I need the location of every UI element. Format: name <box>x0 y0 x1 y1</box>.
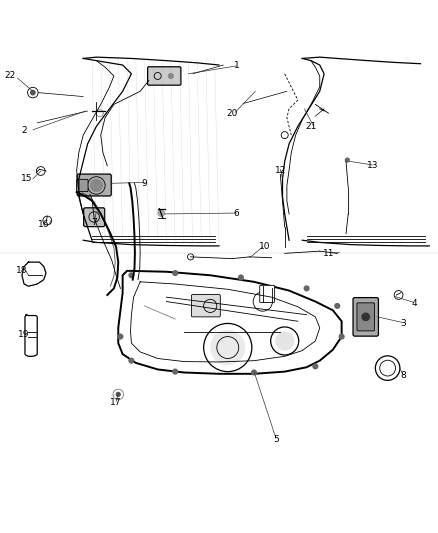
FancyBboxPatch shape <box>357 303 374 331</box>
Text: 7: 7 <box>91 218 97 227</box>
Text: 18: 18 <box>16 266 28 276</box>
Text: 1: 1 <box>233 61 240 69</box>
FancyBboxPatch shape <box>260 285 275 302</box>
Text: 8: 8 <box>400 372 406 381</box>
Circle shape <box>128 358 134 364</box>
Circle shape <box>210 330 245 365</box>
Circle shape <box>158 209 165 216</box>
Circle shape <box>31 91 35 95</box>
Circle shape <box>128 272 134 278</box>
Text: 9: 9 <box>141 179 148 188</box>
Circle shape <box>334 303 340 309</box>
Text: 15: 15 <box>21 174 32 183</box>
Text: 5: 5 <box>273 435 279 444</box>
Text: 22: 22 <box>4 71 15 80</box>
Text: 13: 13 <box>367 161 378 170</box>
Text: 17: 17 <box>110 398 122 407</box>
Circle shape <box>116 392 121 397</box>
Circle shape <box>379 359 396 377</box>
Circle shape <box>304 285 310 292</box>
Text: 20: 20 <box>226 109 238 118</box>
Text: 6: 6 <box>233 209 240 219</box>
Text: 19: 19 <box>18 330 30 339</box>
Circle shape <box>345 157 350 163</box>
Circle shape <box>172 368 178 375</box>
Circle shape <box>90 179 102 191</box>
Circle shape <box>339 334 345 340</box>
Circle shape <box>361 312 370 321</box>
Text: 12: 12 <box>275 166 286 175</box>
Text: 21: 21 <box>305 122 317 131</box>
FancyBboxPatch shape <box>191 295 220 317</box>
Circle shape <box>238 274 244 280</box>
Circle shape <box>312 364 318 369</box>
Text: 10: 10 <box>259 243 271 251</box>
Text: 3: 3 <box>400 319 406 328</box>
Circle shape <box>275 332 294 351</box>
Circle shape <box>172 270 178 276</box>
Circle shape <box>168 74 173 78</box>
Text: 11: 11 <box>323 249 334 258</box>
Circle shape <box>251 369 257 376</box>
FancyBboxPatch shape <box>77 174 111 196</box>
Text: 4: 4 <box>411 299 417 308</box>
Text: 2: 2 <box>21 126 27 135</box>
FancyBboxPatch shape <box>84 208 105 227</box>
FancyBboxPatch shape <box>353 297 378 336</box>
FancyBboxPatch shape <box>77 179 88 191</box>
Text: 16: 16 <box>38 220 49 229</box>
Circle shape <box>117 334 124 340</box>
FancyBboxPatch shape <box>148 67 181 85</box>
